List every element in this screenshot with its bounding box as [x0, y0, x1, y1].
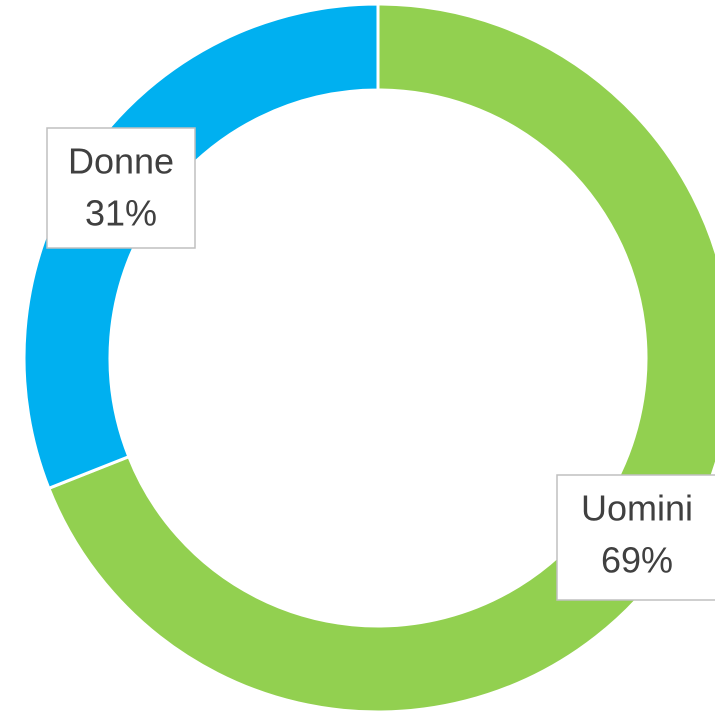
value-label: 69% — [601, 540, 673, 581]
label-box — [556, 474, 715, 601]
donut-slice — [22, 2, 380, 491]
category-label: Donne — [68, 141, 174, 182]
donut-slice — [46, 2, 715, 714]
category-label: Uomini — [581, 488, 693, 529]
label-box — [46, 127, 196, 249]
value-label: 31% — [85, 193, 157, 234]
